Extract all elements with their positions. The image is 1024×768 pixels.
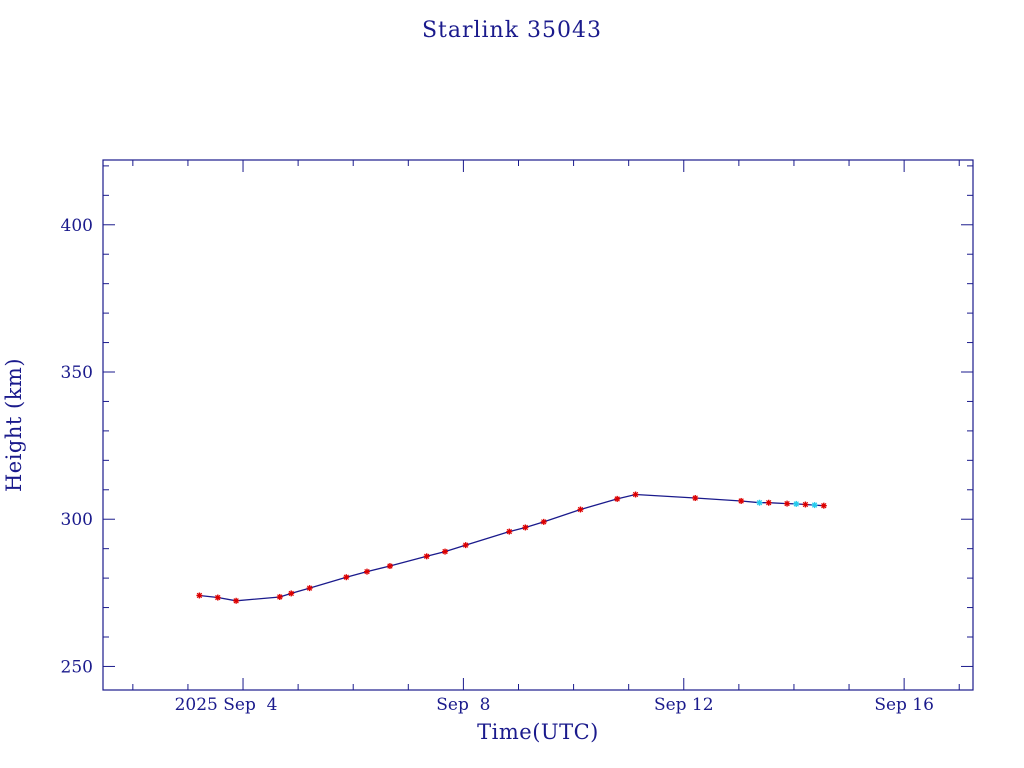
data-point [784,500,791,507]
data-point [462,542,469,549]
data-point [756,499,763,506]
data-point [306,585,313,592]
data-point [820,502,827,509]
x-tick-labels: 2025 Sep 4 Sep 8 Sep 12 Sep 16 [175,695,934,715]
x-tick-label: Sep 16 [874,695,934,715]
data-point [276,593,283,600]
series-line [199,493,824,602]
data-point [363,568,370,575]
data-point [811,502,818,509]
y-tick-label: 300 [61,510,93,530]
data-point [632,491,639,498]
tick-marks [103,160,973,690]
y-tick-label: 350 [61,363,93,383]
data-point [442,548,449,555]
x-tick-label: Sep 12 [654,695,714,715]
data-point [233,597,240,604]
data-point [765,499,772,506]
data-point [540,518,547,525]
data-point [802,501,809,508]
data-point [577,506,584,513]
data-point [423,553,430,560]
data-point [614,495,621,502]
data-point [506,528,513,535]
plot-frame [102,159,974,691]
data-point [196,592,203,599]
y-tick-labels: 250 300 350 400 [61,216,93,678]
x-axis-label: Time(UTC) [477,720,599,744]
data-point [386,563,393,570]
y-axis-label: Height (km) [2,358,26,492]
series-height [196,491,827,604]
chart-title: Starlink 35043 [422,18,602,43]
data-point [343,574,350,581]
data-point [793,500,800,507]
data-point [738,497,745,504]
x-tick-label: Sep 8 [436,695,490,715]
y-tick-label: 400 [61,216,93,236]
data-point [214,594,221,601]
y-tick-label: 250 [61,657,93,677]
x-tick-label: 2025 Sep 4 [175,695,278,715]
data-point [692,495,699,502]
data-point [288,590,295,597]
data-point [522,524,529,531]
